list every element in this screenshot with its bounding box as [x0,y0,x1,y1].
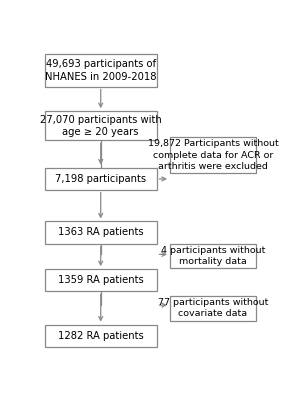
Text: 49,693 participants of
NHANES in 2009-2018: 49,693 participants of NHANES in 2009-20… [45,59,156,82]
Text: 77 participants without
covariate data: 77 participants without covariate data [158,298,268,318]
Text: 1282 RA patients: 1282 RA patients [58,331,144,341]
FancyBboxPatch shape [45,269,157,291]
FancyBboxPatch shape [45,111,157,140]
Text: 19,872 Participants without
complete data for ACR or
arthritis were excluded: 19,872 Participants without complete dat… [147,140,278,171]
Text: 1363 RA patients: 1363 RA patients [58,228,143,238]
FancyBboxPatch shape [45,54,157,86]
FancyBboxPatch shape [170,296,256,320]
FancyBboxPatch shape [45,324,157,347]
FancyBboxPatch shape [45,222,157,244]
Text: 1359 RA patients: 1359 RA patients [58,275,144,285]
FancyBboxPatch shape [170,244,256,268]
Text: 7,198 participants: 7,198 participants [55,174,146,184]
FancyBboxPatch shape [170,137,256,173]
FancyBboxPatch shape [45,168,157,190]
Text: 4 participants without
mortality data: 4 participants without mortality data [161,246,265,266]
Text: 27,070 participants with
age ≥ 20 years: 27,070 participants with age ≥ 20 years [40,114,162,137]
